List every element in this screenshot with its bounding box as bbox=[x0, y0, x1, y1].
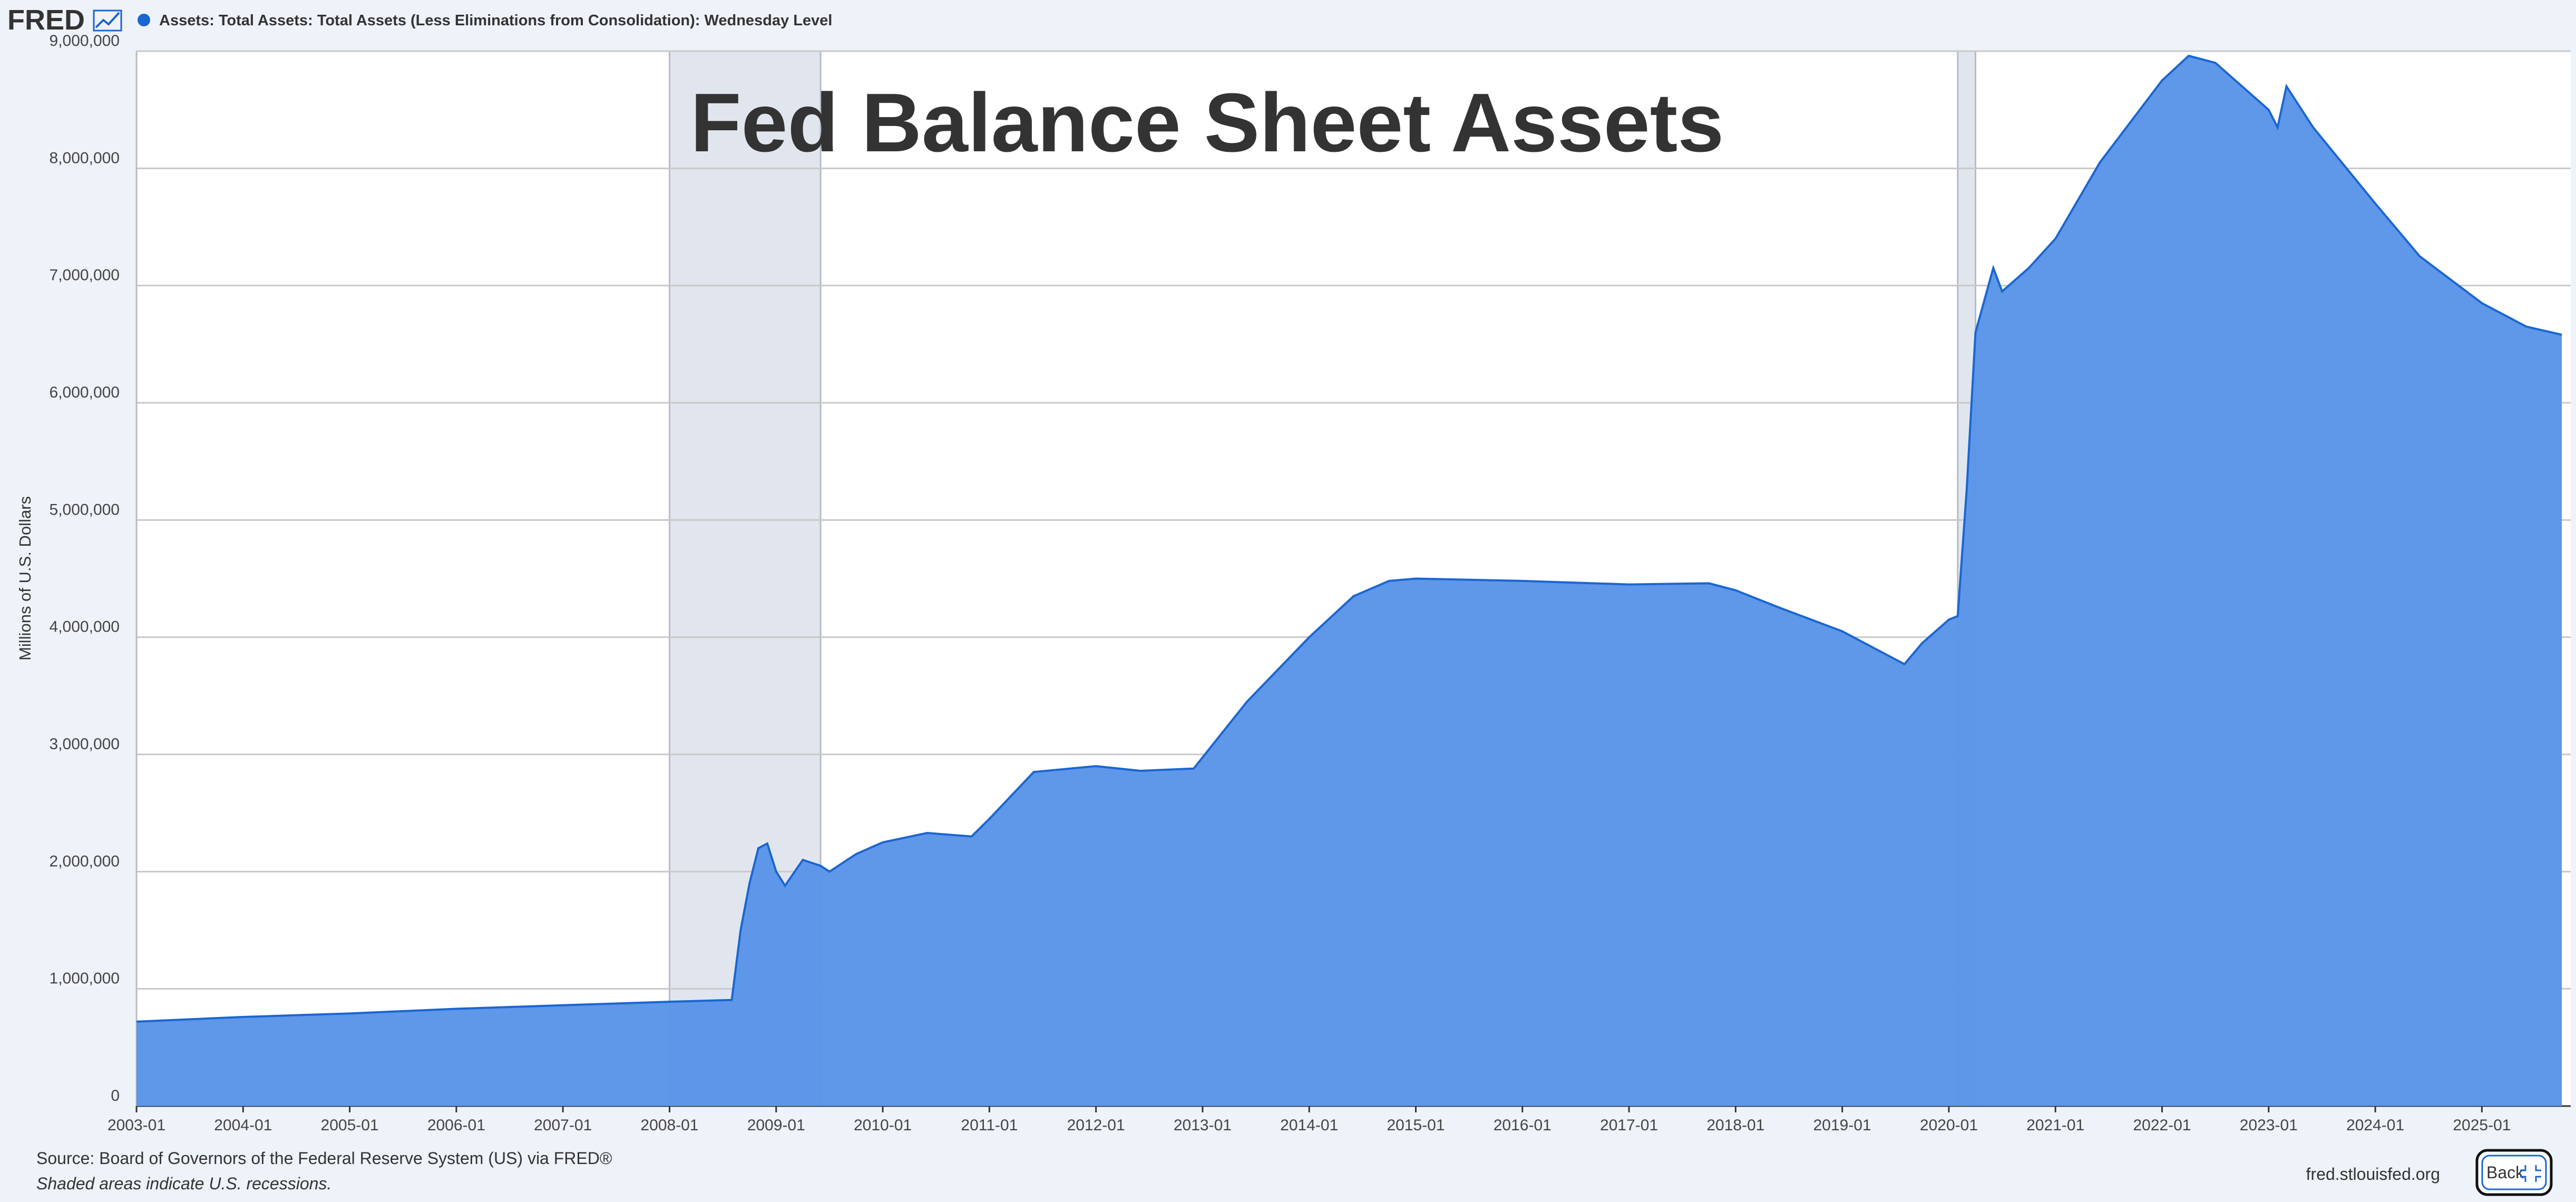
x-tick-label: 2007-01 bbox=[534, 1117, 592, 1134]
x-tick-label: 2020-01 bbox=[1920, 1117, 1978, 1134]
x-tick-label: 2017-01 bbox=[1600, 1117, 1658, 1134]
line bbox=[136, 54, 2562, 1023]
back-button-icon bbox=[2520, 1165, 2541, 1182]
y-tick-label: 5,000,000 bbox=[50, 501, 120, 518]
y-axis-label: Millions of U.S. Dollars bbox=[16, 496, 34, 661]
x-tick-label: 2021-01 bbox=[2026, 1117, 2084, 1134]
x-tick-label: 2004-01 bbox=[214, 1117, 272, 1134]
x-tick-label: 2025-01 bbox=[2453, 1117, 2511, 1134]
x-tick-label: 2024-01 bbox=[2346, 1117, 2404, 1134]
y-tick-label: 7,000,000 bbox=[50, 267, 120, 284]
x-tick-label: 2010-01 bbox=[854, 1117, 912, 1134]
y-tick-label: 9,000,000 bbox=[50, 32, 120, 50]
logo-icon bbox=[95, 12, 120, 28]
x-tick-label: 2015-01 bbox=[1387, 1117, 1445, 1134]
x-tick-label: 2022-01 bbox=[2133, 1117, 2191, 1134]
site-link[interactable]: fred.stlouisfed.org bbox=[2306, 1165, 2440, 1184]
y-tick-label: 8,000,000 bbox=[50, 149, 120, 167]
logo-icon-frame bbox=[93, 9, 122, 32]
y-tick-label: 2,000,000 bbox=[50, 852, 120, 870]
x-tick-label: 2006-01 bbox=[427, 1117, 485, 1134]
legend-label: Assets: Total Assets: Total Assets (Less… bbox=[159, 12, 832, 29]
y-tick-label: 0 bbox=[111, 1087, 120, 1104]
area bbox=[136, 55, 2562, 1106]
back-button-inner bbox=[2481, 1155, 2547, 1190]
y-tick-label: 3,000,000 bbox=[50, 735, 120, 753]
legend-marker bbox=[138, 14, 150, 26]
text-layer: 0 1,000,000 2,000,000 3,000,000 4,000,000 5,0… bbox=[50, 32, 2511, 1134]
x-tick-label: 2011-01 bbox=[961, 1117, 1018, 1134]
x-tick-label: 2014-01 bbox=[1280, 1117, 1338, 1134]
x-tick-label: 2005-01 bbox=[321, 1117, 379, 1134]
y-tick-label: 4,000,000 bbox=[50, 618, 120, 636]
back-button-label[interactable]: Back bbox=[2486, 1163, 2524, 1182]
data-layer bbox=[136, 54, 2562, 1106]
note: Shaded areas indicate U.S. recessions. bbox=[36, 1174, 331, 1193]
y-tick-label: 1,000,000 bbox=[50, 970, 120, 987]
x-tick-label: 2009-01 bbox=[747, 1117, 805, 1134]
y-tick-label: 6,000,000 bbox=[50, 384, 120, 401]
chart-title: Fed Balance Sheet Assets bbox=[690, 76, 1724, 169]
x-tick-label: 2013-01 bbox=[1174, 1117, 1232, 1134]
x-tick-label: 2003-01 bbox=[108, 1117, 165, 1134]
x-tick-label: 2023-01 bbox=[2240, 1117, 2298, 1134]
x-tick-label: 2016-01 bbox=[1494, 1117, 1552, 1134]
x-tick-label: 2018-01 bbox=[1706, 1117, 1764, 1134]
x-tick-label: 2008-01 bbox=[640, 1117, 698, 1134]
back-button[interactable] bbox=[2475, 1149, 2553, 1196]
x-tick-label: 2019-01 bbox=[1813, 1117, 1871, 1134]
x-tick-label: 2012-01 bbox=[1067, 1117, 1125, 1134]
source: Source: Board of Governors of the Federa… bbox=[36, 1149, 612, 1168]
logo: FRED bbox=[7, 4, 85, 36]
